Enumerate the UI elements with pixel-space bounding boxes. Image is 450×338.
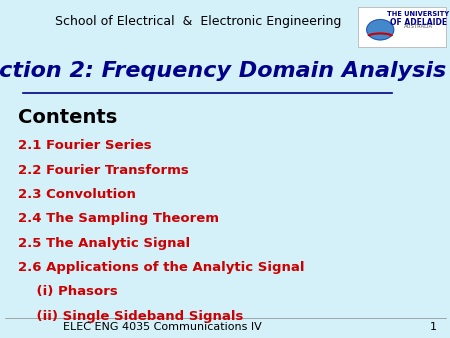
Text: Contents: Contents	[18, 108, 117, 127]
Text: 2.5 The Analytic Signal: 2.5 The Analytic Signal	[18, 237, 190, 249]
Text: School of Electrical  &  Electronic Engineering: School of Electrical & Electronic Engine…	[55, 15, 341, 28]
Text: OF ADELAIDE: OF ADELAIDE	[390, 18, 447, 27]
Text: 2.3 Convolution: 2.3 Convolution	[18, 188, 136, 201]
Text: THE UNIVERSITY: THE UNIVERSITY	[387, 11, 450, 17]
Text: 1: 1	[429, 322, 436, 332]
FancyBboxPatch shape	[358, 7, 446, 47]
Text: 2.6 Applications of the Analytic Signal: 2.6 Applications of the Analytic Signal	[18, 261, 305, 274]
Text: 2.4 The Sampling Theorem: 2.4 The Sampling Theorem	[18, 212, 219, 225]
Text: AUSTRALIA: AUSTRALIA	[404, 24, 433, 29]
Text: 2.2 Fourier Transforms: 2.2 Fourier Transforms	[18, 164, 189, 176]
Text: ELEC ENG 4035 Communications IV: ELEC ENG 4035 Communications IV	[63, 322, 261, 332]
Text: (ii) Single Sideband Signals: (ii) Single Sideband Signals	[18, 310, 243, 322]
Text: Section 2: Frequency Domain Analysis: Section 2: Frequency Domain Analysis	[0, 61, 446, 81]
Text: (i) Phasors: (i) Phasors	[18, 285, 118, 298]
Text: 2.1 Fourier Series: 2.1 Fourier Series	[18, 139, 152, 152]
Circle shape	[367, 20, 394, 40]
